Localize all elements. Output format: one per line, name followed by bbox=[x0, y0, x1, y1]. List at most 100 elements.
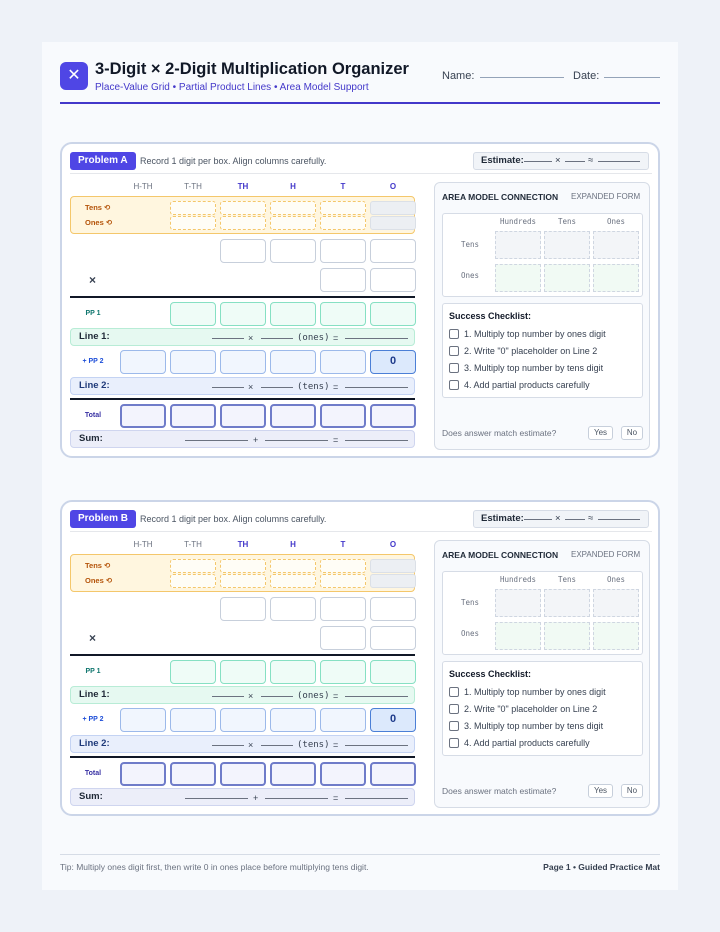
area-cell-ones[interactable] bbox=[593, 622, 639, 650]
checklist-item[interactable]: 2. Write "0" placeholder on Line 2 bbox=[449, 346, 597, 360]
multiplicand-digit-box[interactable] bbox=[370, 597, 416, 621]
checkbox[interactable] bbox=[449, 346, 459, 356]
multiplicand-digit-box[interactable] bbox=[370, 239, 416, 263]
no-button[interactable]: No bbox=[621, 784, 643, 798]
total-digit-box[interactable] bbox=[320, 404, 366, 428]
checklist-item[interactable]: 3. Multiply top number by tens digit bbox=[449, 721, 603, 735]
multiplier-digit-box[interactable] bbox=[320, 626, 366, 650]
area-cell-ones[interactable] bbox=[593, 264, 639, 292]
estimate-blank-2[interactable] bbox=[565, 519, 585, 520]
pp1-digit-box[interactable] bbox=[220, 660, 266, 684]
area-cell-ones[interactable] bbox=[544, 622, 590, 650]
line-1-blank-a[interactable] bbox=[212, 338, 244, 339]
line-1-blank-b[interactable] bbox=[261, 696, 293, 697]
estimate-blank-1[interactable] bbox=[524, 161, 552, 162]
no-button[interactable]: No bbox=[621, 426, 643, 440]
area-cell-tens[interactable] bbox=[593, 231, 639, 259]
multiplicand-digit-box[interactable] bbox=[270, 239, 316, 263]
regroup-ones-box[interactable] bbox=[170, 574, 216, 588]
sum-blank-b[interactable] bbox=[265, 440, 328, 441]
pp1-digit-box[interactable] bbox=[270, 302, 316, 326]
total-digit-box[interactable] bbox=[370, 404, 416, 428]
area-cell-tens[interactable] bbox=[544, 231, 590, 259]
area-cell-ones[interactable] bbox=[544, 264, 590, 292]
estimate-field[interactable]: Estimate: × ≈ bbox=[473, 152, 649, 170]
close-icon[interactable]: ✕ bbox=[60, 62, 88, 90]
pp2-digit-box[interactable] bbox=[120, 708, 166, 732]
pp2-digit-box[interactable] bbox=[220, 350, 266, 374]
pp1-digit-box[interactable] bbox=[320, 302, 366, 326]
checklist-item[interactable]: 3. Multiply top number by tens digit bbox=[449, 363, 603, 377]
multiplicand-digit-box[interactable] bbox=[220, 597, 266, 621]
multiplicand-digit-box[interactable] bbox=[320, 597, 366, 621]
regroup-ones-box[interactable] bbox=[170, 216, 216, 230]
line-2-blank-a[interactable] bbox=[212, 745, 244, 746]
total-digit-box[interactable] bbox=[270, 762, 316, 786]
pp2-digit-box[interactable] bbox=[220, 708, 266, 732]
sum-blank-a[interactable] bbox=[185, 440, 248, 441]
line-1-result[interactable] bbox=[345, 696, 408, 697]
total-digit-box[interactable] bbox=[320, 762, 366, 786]
checkbox[interactable] bbox=[449, 738, 459, 748]
pp2-digit-box[interactable] bbox=[270, 350, 316, 374]
checklist-item[interactable]: 4. Add partial products carefully bbox=[449, 738, 590, 752]
regroup-ones-box[interactable] bbox=[320, 574, 366, 588]
checklist-item[interactable]: 2. Write "0" placeholder on Line 2 bbox=[449, 704, 597, 718]
regroup-tens-box[interactable] bbox=[270, 559, 316, 573]
pp1-digit-box[interactable] bbox=[220, 302, 266, 326]
checkbox[interactable] bbox=[449, 363, 459, 373]
checkbox[interactable] bbox=[449, 687, 459, 697]
pp2-digit-box[interactable] bbox=[320, 708, 366, 732]
total-digit-box[interactable] bbox=[170, 762, 216, 786]
estimate-blank-1[interactable] bbox=[524, 519, 552, 520]
pp1-digit-box[interactable] bbox=[370, 660, 416, 684]
area-cell-tens[interactable] bbox=[544, 589, 590, 617]
checklist-item[interactable]: 4. Add partial products carefully bbox=[449, 380, 590, 394]
date-field[interactable] bbox=[604, 77, 660, 78]
regroup-ones-box[interactable] bbox=[270, 216, 316, 230]
line-2-blank-a[interactable] bbox=[212, 387, 244, 388]
regroup-ones-box[interactable] bbox=[220, 216, 266, 230]
line-2-blank-b[interactable] bbox=[261, 745, 293, 746]
total-digit-box[interactable] bbox=[120, 762, 166, 786]
regroup-ones-box[interactable] bbox=[220, 574, 266, 588]
sum-result[interactable] bbox=[345, 440, 408, 441]
pp1-digit-box[interactable] bbox=[370, 302, 416, 326]
multiplicand-digit-box[interactable] bbox=[220, 239, 266, 263]
area-cell-tens[interactable] bbox=[495, 589, 541, 617]
pp2-digit-box[interactable] bbox=[170, 708, 216, 732]
regroup-tens-box[interactable] bbox=[270, 201, 316, 215]
multiplicand-digit-box[interactable] bbox=[320, 239, 366, 263]
checklist-item[interactable]: 1. Multiply top number by ones digit bbox=[449, 687, 606, 701]
pp2-digit-box[interactable] bbox=[120, 350, 166, 374]
line-2-result[interactable] bbox=[345, 745, 408, 746]
regroup-tens-box[interactable] bbox=[320, 201, 366, 215]
multiplier-digit-box[interactable] bbox=[370, 268, 416, 292]
sum-blank-a[interactable] bbox=[185, 798, 248, 799]
pp1-digit-box[interactable] bbox=[320, 660, 366, 684]
pp1-digit-box[interactable] bbox=[170, 302, 216, 326]
area-cell-ones[interactable] bbox=[495, 264, 541, 292]
line-1-result[interactable] bbox=[345, 338, 408, 339]
sum-result[interactable] bbox=[345, 798, 408, 799]
pp2-digit-box[interactable] bbox=[170, 350, 216, 374]
multiplicand-digit-box[interactable] bbox=[270, 597, 316, 621]
total-digit-box[interactable] bbox=[170, 404, 216, 428]
checkbox[interactable] bbox=[449, 721, 459, 731]
checkbox[interactable] bbox=[449, 329, 459, 339]
regroup-tens-box[interactable] bbox=[220, 201, 266, 215]
multiplier-digit-box[interactable] bbox=[370, 626, 416, 650]
line-1-blank-b[interactable] bbox=[261, 338, 293, 339]
area-cell-ones[interactable] bbox=[495, 622, 541, 650]
regroup-tens-box[interactable] bbox=[320, 559, 366, 573]
estimate-blank-2[interactable] bbox=[565, 161, 585, 162]
estimate-blank-3[interactable] bbox=[598, 161, 640, 162]
checkbox[interactable] bbox=[449, 704, 459, 714]
line-2-blank-b[interactable] bbox=[261, 387, 293, 388]
total-digit-box[interactable] bbox=[270, 404, 316, 428]
line-1-blank-a[interactable] bbox=[212, 696, 244, 697]
total-digit-box[interactable] bbox=[120, 404, 166, 428]
regroup-tens-box[interactable] bbox=[220, 559, 266, 573]
yes-button[interactable]: Yes bbox=[588, 426, 613, 440]
regroup-ones-box[interactable] bbox=[270, 574, 316, 588]
